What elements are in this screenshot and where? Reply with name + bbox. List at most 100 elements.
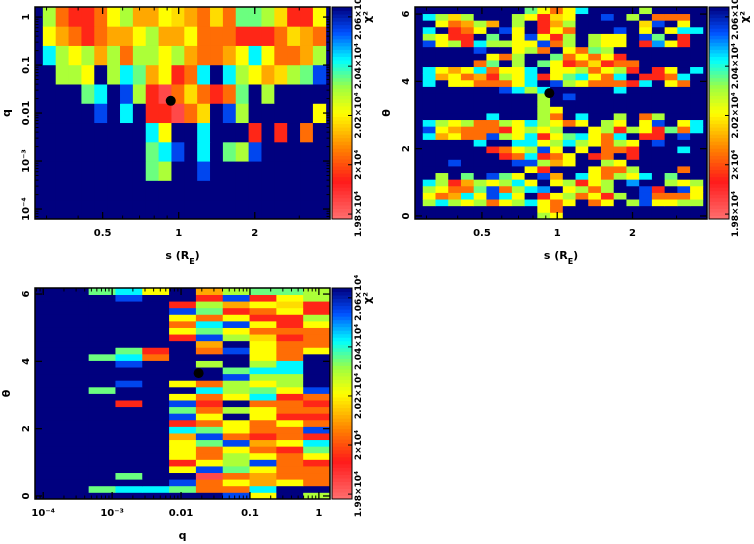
heatmap-cell — [276, 373, 304, 381]
heatmap-cell — [460, 99, 475, 107]
heatmap-cell — [664, 166, 678, 174]
heatmap-cell — [537, 113, 551, 121]
heatmap-cell — [588, 26, 602, 34]
heatmap-cell — [486, 192, 500, 200]
heatmap-cell — [435, 79, 449, 87]
heatmap-cell — [664, 66, 678, 74]
heatmap-cell — [249, 294, 277, 302]
heatmap-cell — [575, 119, 589, 127]
heatmap-cell — [287, 7, 301, 27]
heatmap-cell — [511, 7, 525, 15]
heatmap-cell — [120, 180, 134, 201]
colorbar-segment — [709, 176, 729, 181]
colorbar-segment — [332, 295, 352, 300]
heatmap-cell — [639, 40, 653, 48]
heatmap-cell — [184, 26, 198, 46]
heatmap-cell — [300, 161, 314, 181]
heatmap-cell — [42, 26, 57, 46]
heatmap-cell — [448, 146, 462, 154]
heatmap-cell — [511, 20, 525, 28]
heatmap-panel-3: 10⁻⁴ 10⁻³ 0.01 0.1 10246qθ1.98×10⁴2×10⁴2.02×… — [0, 275, 374, 542]
heatmap-cell — [664, 33, 678, 41]
heatmap-cell — [276, 314, 304, 322]
heatmap-cell — [562, 199, 576, 207]
colorbar-segment — [332, 474, 352, 479]
heatmap-cell — [575, 40, 589, 48]
heatmap-cell — [169, 393, 197, 401]
heatmap-cell — [524, 139, 538, 147]
colorbar-segment — [709, 169, 729, 174]
heatmap-cell — [35, 367, 63, 375]
heatmap-cell — [169, 367, 197, 375]
heatmap-cell — [222, 327, 250, 335]
heatmap-cell — [588, 53, 602, 61]
heatmap-cell — [171, 199, 185, 219]
heatmap-cell — [195, 353, 224, 361]
heatmap-cell — [115, 485, 143, 493]
heatmap-cell — [197, 122, 211, 143]
heatmap-cell — [222, 360, 250, 368]
heatmap-cell — [600, 172, 615, 180]
heatmap-cell — [35, 320, 63, 328]
heatmap-cell — [35, 446, 63, 454]
heatmap-cell — [249, 466, 277, 474]
x-axis-label-main: s (R — [165, 249, 189, 262]
heatmap-cell — [61, 400, 90, 408]
heatmap-cell — [664, 179, 678, 187]
heatmap-cell — [460, 86, 475, 94]
heatmap-cell — [677, 99, 691, 107]
heatmap-cell — [690, 20, 704, 28]
heatmap-cell — [422, 73, 436, 81]
colorbar-tick-label: 1.98×10⁴ — [354, 471, 364, 517]
heatmap-cell — [115, 400, 143, 408]
heatmap-cell — [550, 192, 564, 200]
heatmap-cell — [690, 26, 704, 34]
heatmap-cell — [537, 126, 551, 134]
heatmap-cell — [222, 426, 250, 434]
colorbar-segment — [332, 463, 352, 468]
colorbar-segment — [332, 158, 352, 163]
colorbar-segment — [332, 166, 352, 171]
heatmap-cell — [651, 13, 666, 21]
heatmap-cell — [303, 327, 330, 335]
heatmap-cell — [422, 152, 436, 160]
heatmap-cell — [651, 73, 666, 81]
heatmap-cell — [435, 40, 449, 48]
heatmap-cell — [550, 53, 564, 61]
heatmap-cell — [142, 367, 170, 375]
x-axis-label-main: q — [179, 529, 187, 542]
heatmap-cell — [184, 161, 198, 181]
colorbar-segment — [332, 28, 352, 33]
heatmap-cell — [248, 64, 262, 85]
heatmap-cell — [639, 79, 653, 87]
heatmap-cell — [664, 46, 678, 54]
heatmap-cell — [249, 452, 277, 460]
heatmap-cell — [473, 99, 487, 107]
heatmap-cell — [550, 26, 564, 34]
heatmap-cell — [142, 327, 170, 335]
colorbar-segment — [332, 407, 352, 412]
heatmap-cell — [511, 106, 525, 114]
colorbar-segment — [332, 372, 352, 377]
heatmap-cell — [142, 406, 170, 414]
heatmap-cell — [613, 99, 627, 107]
heatmap-cell — [195, 485, 224, 493]
heatmap-cell — [120, 26, 134, 46]
heatmap-cell — [184, 141, 198, 162]
heatmap-cell — [68, 199, 82, 219]
heatmap-cell — [460, 26, 475, 34]
heatmap-cell — [115, 413, 143, 421]
heatmap-cell — [626, 179, 640, 187]
heatmap-cell — [562, 119, 576, 127]
heatmap-cell — [142, 340, 170, 348]
heatmap-cell — [588, 179, 602, 187]
heatmap-cell — [448, 73, 462, 81]
heatmap-cell — [486, 146, 500, 154]
heatmap-cell — [274, 84, 288, 104]
heatmap-cell — [169, 373, 197, 381]
heatmap-cell — [537, 199, 551, 207]
heatmap-cell — [303, 360, 330, 368]
heatmap-cell — [460, 185, 475, 193]
